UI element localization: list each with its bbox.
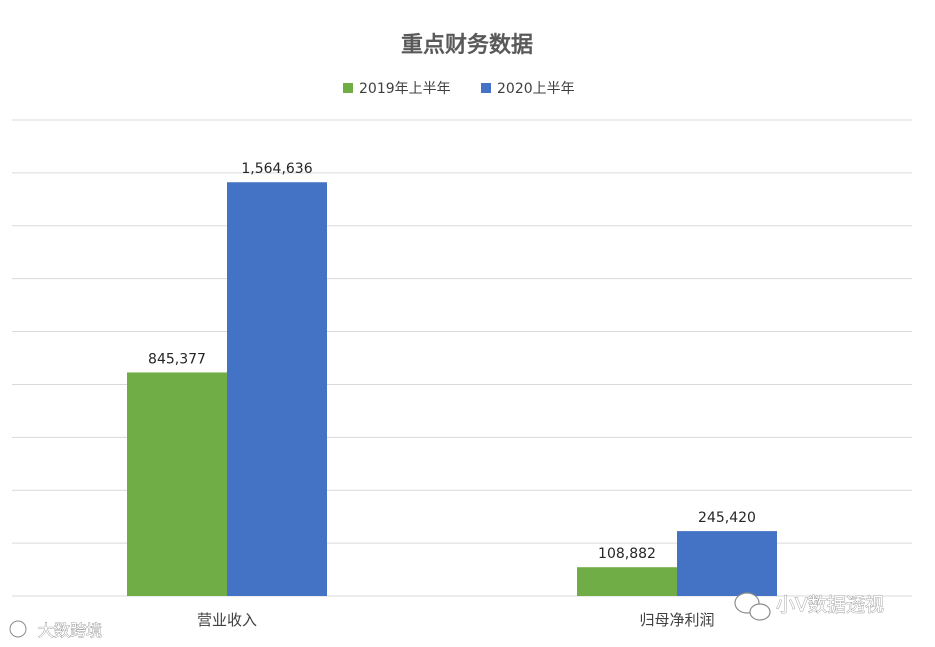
wechat-icon <box>734 592 771 621</box>
legend-item: 2019年上半年 <box>343 81 451 97</box>
legend-label: 2019年上半年 <box>359 81 451 97</box>
legend-swatch <box>343 83 353 93</box>
data-label: 245,420 <box>698 510 756 526</box>
x-tick-label: 归母净利润 <box>639 611 714 629</box>
x-tick-label: 营业收入 <box>197 611 257 629</box>
bar-2-1 <box>227 182 327 596</box>
watermark-left-text: 大数跨境 <box>38 621 102 640</box>
watermark-right-text: 小V数据透视 <box>776 594 884 616</box>
bar-1-1 <box>127 372 227 596</box>
data-label: 1,564,636 <box>241 161 312 177</box>
legend-item: 2020上半年 <box>481 81 575 97</box>
legend-label: 2020上半年 <box>497 81 575 97</box>
chart-title: 重点财务数据 <box>401 32 533 58</box>
bar-1-2 <box>577 567 677 596</box>
legend-swatch <box>481 83 491 93</box>
bars: 845,377 1,564,636 108,882 245,420 <box>127 161 777 596</box>
bar-2-2 <box>677 531 777 596</box>
watermark-left: 大数跨境 <box>9 620 102 640</box>
data-label: 845,377 <box>148 351 206 367</box>
legend: 2019年上半年 2020上半年 <box>343 81 575 97</box>
watermark-right: 小V数据透视 <box>734 592 884 621</box>
data-label: 108,882 <box>598 546 656 562</box>
x-axis-ticks: 营业收入 归母净利润 <box>197 611 715 629</box>
